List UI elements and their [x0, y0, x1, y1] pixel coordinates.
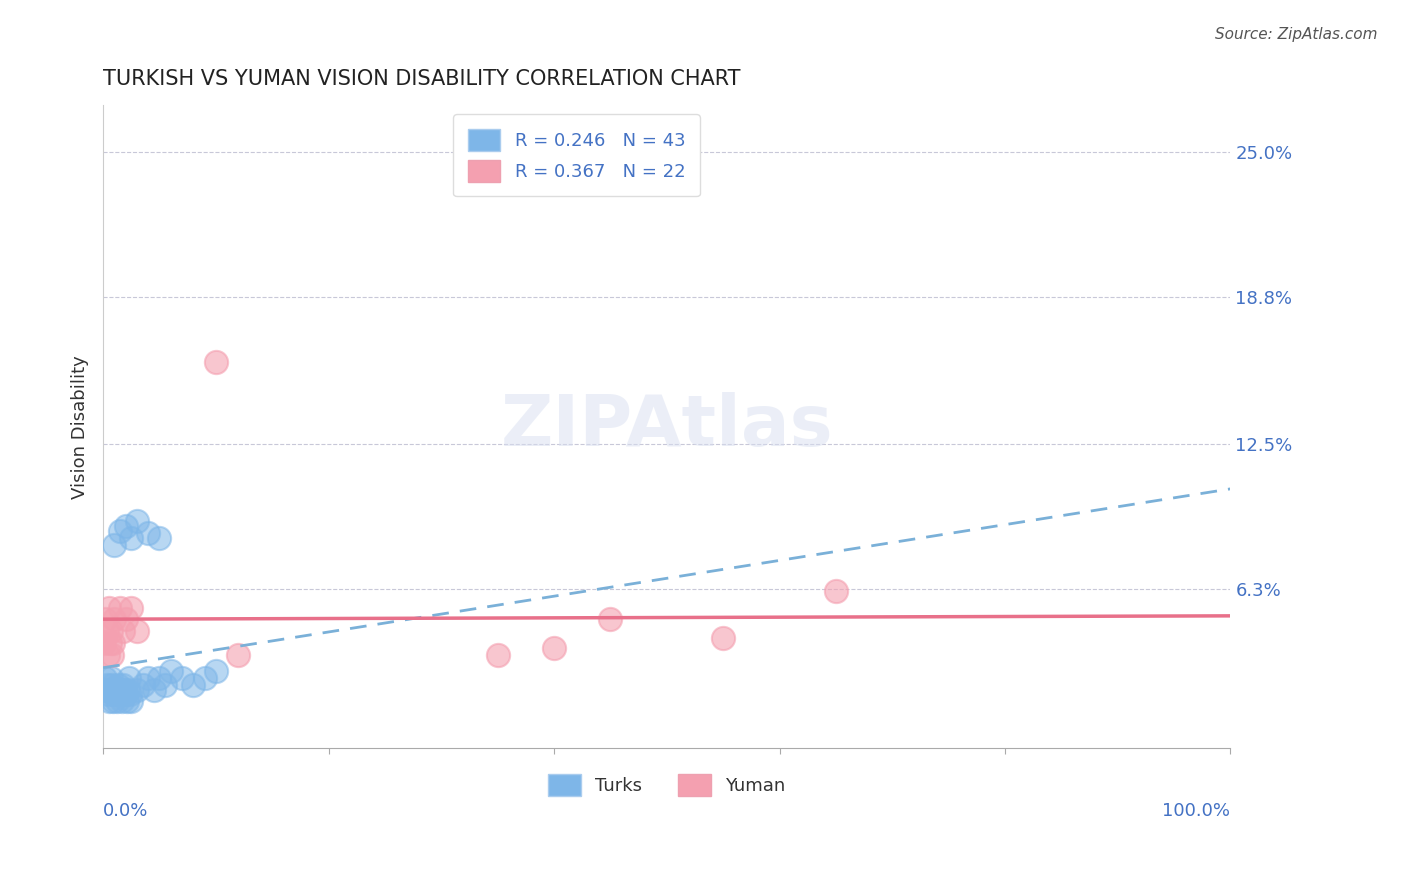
Point — [228, 648, 250, 662]
Point — [543, 640, 565, 655]
Point — [118, 671, 141, 685]
Point — [486, 648, 509, 662]
Point — [110, 687, 132, 701]
Point — [125, 624, 148, 639]
Point — [159, 664, 181, 678]
Point — [108, 524, 131, 538]
Point — [125, 514, 148, 528]
Point — [142, 682, 165, 697]
Point — [103, 538, 125, 552]
Y-axis label: Vision Disability: Vision Disability — [72, 355, 89, 499]
Point — [97, 648, 120, 662]
Point — [136, 526, 159, 541]
Point — [93, 636, 115, 650]
Point — [711, 631, 734, 645]
Point — [96, 678, 118, 692]
Text: 100.0%: 100.0% — [1163, 802, 1230, 820]
Point — [111, 694, 134, 708]
Point — [105, 694, 128, 708]
Point — [148, 531, 170, 545]
Point — [97, 694, 120, 708]
Point — [108, 687, 131, 701]
Point — [94, 671, 117, 685]
Point — [101, 678, 124, 692]
Point — [120, 687, 142, 701]
Text: TURKISH VS YUMAN VISION DISABILITY CORRELATION CHART: TURKISH VS YUMAN VISION DISABILITY CORRE… — [103, 69, 741, 88]
Point — [114, 682, 136, 697]
Point — [94, 613, 117, 627]
Point — [120, 694, 142, 708]
Point — [108, 682, 131, 697]
Point — [599, 613, 621, 627]
Point — [98, 682, 121, 697]
Text: Source: ZipAtlas.com: Source: ZipAtlas.com — [1215, 27, 1378, 42]
Point — [148, 671, 170, 685]
Point — [112, 624, 135, 639]
Point — [103, 636, 125, 650]
Point — [115, 694, 138, 708]
Point — [153, 678, 176, 692]
Point — [170, 671, 193, 685]
Point — [120, 600, 142, 615]
Point — [100, 671, 122, 685]
Point — [93, 682, 115, 697]
Point — [117, 682, 139, 697]
Point — [100, 624, 122, 639]
Point — [108, 600, 131, 615]
Point — [98, 636, 121, 650]
Point — [97, 687, 120, 701]
Point — [825, 584, 848, 599]
Point — [120, 531, 142, 545]
Point — [97, 600, 120, 615]
Point — [136, 671, 159, 685]
Point — [131, 678, 153, 692]
Point — [103, 694, 125, 708]
Point — [114, 519, 136, 533]
Point — [205, 355, 228, 369]
Legend: Turks, Yuman: Turks, Yuman — [541, 767, 793, 804]
Point — [114, 687, 136, 701]
Point — [194, 671, 217, 685]
Point — [96, 624, 118, 639]
Text: ZIPAtlas: ZIPAtlas — [501, 392, 834, 461]
Point — [107, 678, 129, 692]
Point — [205, 664, 228, 678]
Point — [103, 613, 125, 627]
Text: 0.0%: 0.0% — [103, 802, 149, 820]
Point — [104, 682, 127, 697]
Point — [101, 648, 124, 662]
Point — [181, 678, 204, 692]
Point — [103, 687, 125, 701]
Point — [114, 613, 136, 627]
Point — [112, 678, 135, 692]
Point — [125, 682, 148, 697]
